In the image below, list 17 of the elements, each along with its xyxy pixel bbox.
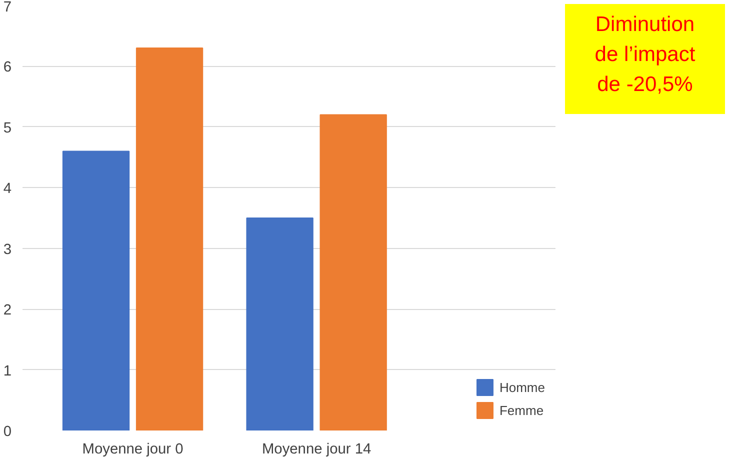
y-tick-label: 0	[3, 424, 12, 440]
y-tick-label: 2	[3, 302, 12, 319]
text: Diminution de l’impact de -20,5%	[594, 12, 696, 98]
bar	[320, 114, 387, 430]
y-tick-label: 5	[3, 120, 12, 136]
x-tick-label: Moyenne jour 14	[262, 442, 372, 458]
y-tick-label: 4	[3, 181, 12, 198]
legend-label: Femme	[499, 402, 544, 418]
legend-label: Homme	[499, 380, 545, 394]
bar	[246, 218, 314, 430]
x-tick-label: Moyenne jour 0	[82, 442, 184, 458]
y-tick-label: 3	[3, 242, 12, 258]
bar	[136, 48, 204, 430]
y-tick-label: 7	[3, 0, 12, 16]
bar	[62, 150, 130, 430]
y-tick-label: 1	[3, 363, 12, 380]
y-tick-label: 6	[3, 60, 12, 76]
